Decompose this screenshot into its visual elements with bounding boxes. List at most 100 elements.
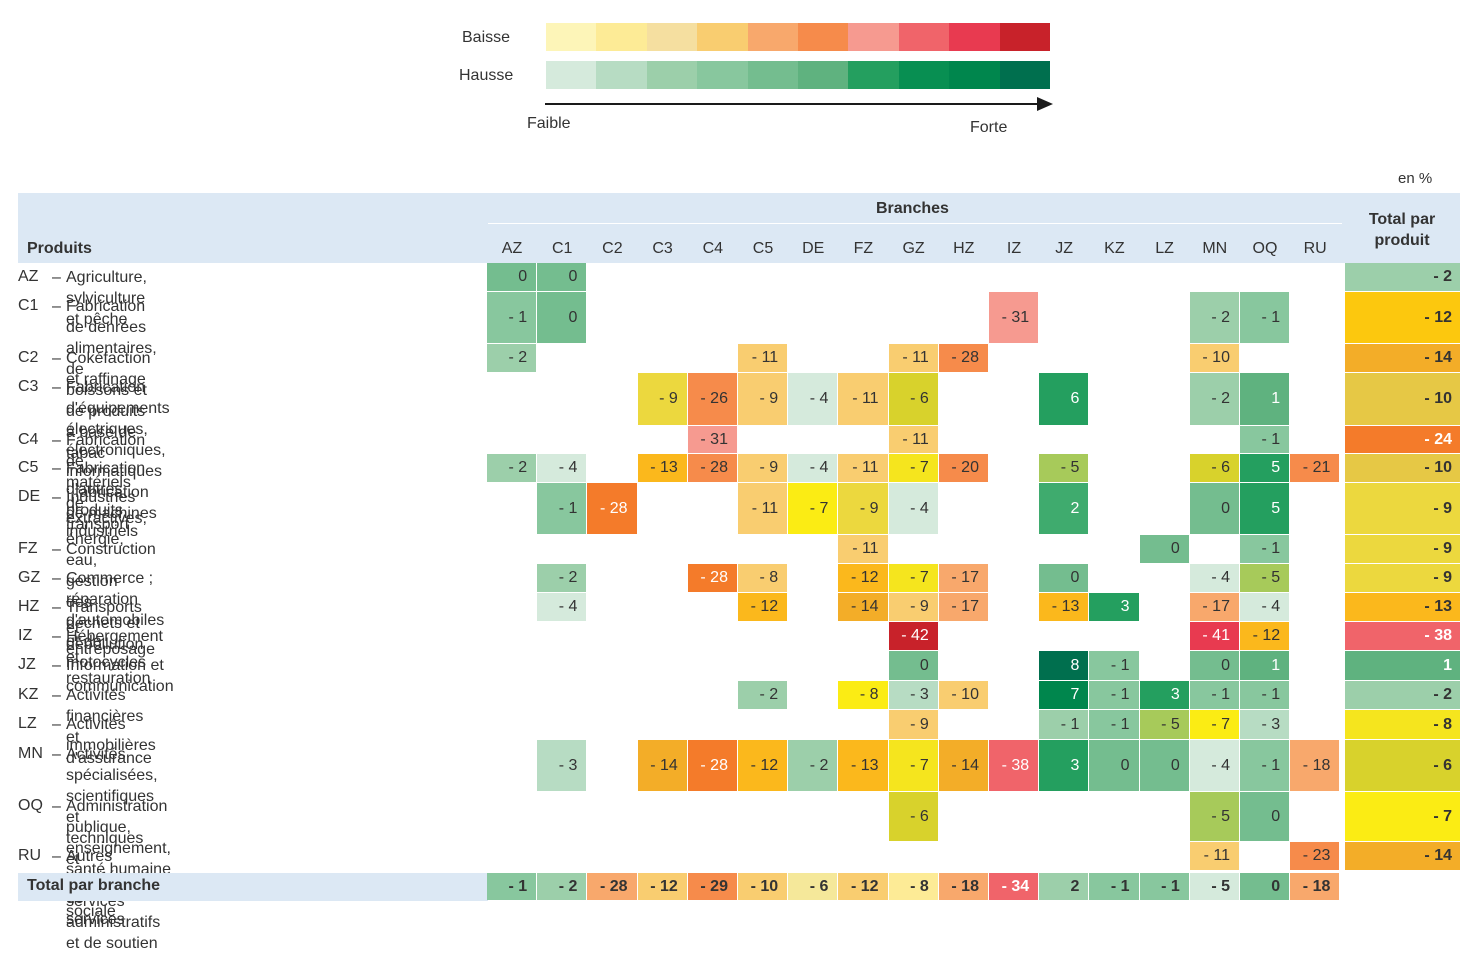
total-produit-cell-c1: - 12 bbox=[1345, 292, 1460, 343]
total-produit-cell-oq: - 7 bbox=[1345, 792, 1460, 841]
column-header-jz: JZ bbox=[1055, 240, 1074, 257]
heatmap-cell-kz-lz: 3 bbox=[1139, 681, 1189, 709]
heatmap-cell-c5-c5: - 9 bbox=[738, 454, 788, 482]
column-header-kz: KZ bbox=[1104, 240, 1125, 257]
row-label-text: Cokéfaction et raffinage bbox=[66, 350, 151, 388]
legend-swatch bbox=[546, 61, 597, 89]
row-code-az: AZ bbox=[18, 268, 39, 285]
total-branche-cell-c1: - 2 bbox=[537, 873, 587, 900]
heatmap-cell-kz-c5: - 2 bbox=[738, 681, 788, 709]
row-code-c1: C1 bbox=[18, 297, 39, 314]
heatmap-cell-gz-hz: - 17 bbox=[938, 564, 988, 592]
heatmap-cell-gz-c5: - 8 bbox=[738, 564, 788, 592]
heatmap-cell-mn-gz: - 7 bbox=[888, 740, 938, 791]
row-code-kz: KZ bbox=[18, 686, 39, 703]
total-branche-cell-mn: - 5 bbox=[1189, 873, 1239, 900]
column-header-mn: MN bbox=[1202, 240, 1228, 257]
row-label-text: Information et communication bbox=[66, 657, 174, 695]
legend-hausse-label: Hausse bbox=[459, 67, 514, 84]
row-label-dash: – bbox=[52, 489, 61, 506]
total-branche-cell-gz: - 8 bbox=[888, 873, 938, 900]
total-produit-cell-jz: 1 bbox=[1345, 651, 1460, 680]
heatmap-cell-hz-jz: - 13 bbox=[1039, 593, 1089, 621]
row-label-text: Hébergement et restauration bbox=[66, 628, 163, 687]
legend-swatch bbox=[747, 61, 798, 89]
row-label-dash: – bbox=[52, 269, 61, 286]
heatmap-cell-gz-fz: - 12 bbox=[838, 564, 888, 592]
heatmap-cell-hz-c5: - 12 bbox=[738, 593, 788, 621]
row-label-dash: – bbox=[52, 298, 61, 315]
column-header-iz: IZ bbox=[1006, 240, 1022, 257]
heatmap-cell-mn-kz: 0 bbox=[1089, 740, 1139, 791]
heatmap-cell-c5-de: - 4 bbox=[788, 454, 838, 482]
total-branche-cell-de: - 6 bbox=[788, 873, 838, 900]
heatmap-cell-mn-c4: - 28 bbox=[687, 740, 737, 791]
heatmap-cell-jz-mn: 0 bbox=[1189, 651, 1239, 680]
row-code-de: DE bbox=[18, 488, 41, 505]
row-label-dash: – bbox=[52, 432, 61, 449]
heatmap-cell-ru-mn: - 11 bbox=[1189, 842, 1239, 870]
row-label-dash: – bbox=[52, 460, 61, 477]
total-produit-cell-kz: - 2 bbox=[1345, 681, 1460, 709]
total-branche-cell-ru: - 18 bbox=[1290, 873, 1340, 900]
heatmap-cell-c3-c5: - 9 bbox=[738, 373, 788, 425]
legend-swatch bbox=[596, 61, 647, 89]
total-branche-cell-lz: - 1 bbox=[1139, 873, 1189, 900]
column-header-c2: C2 bbox=[602, 240, 623, 257]
heatmap-cell-c5-c4: - 28 bbox=[687, 454, 737, 482]
heatmap-cell-lz-jz: - 1 bbox=[1039, 710, 1089, 739]
row-label-text: Transports et entreposage bbox=[66, 599, 155, 658]
total-branche-cell-oq: 0 bbox=[1240, 873, 1290, 900]
row-code-mn: MN bbox=[18, 745, 43, 762]
total-produit-cell-c5: - 10 bbox=[1345, 454, 1460, 482]
heatmap-cell-lz-oq: - 3 bbox=[1240, 710, 1290, 739]
column-header-de: DE bbox=[802, 240, 825, 257]
legend-arrow bbox=[545, 97, 1053, 111]
heatmap-cell-c2-hz: - 28 bbox=[938, 344, 988, 372]
row-label-text: Construction bbox=[66, 541, 156, 558]
legend-swatch bbox=[798, 61, 849, 89]
total-produit-cell-c2: - 14 bbox=[1345, 344, 1460, 372]
total-branche-cell-az: - 1 bbox=[487, 873, 537, 900]
heatmap-cell-mn-oq: - 1 bbox=[1240, 740, 1290, 791]
row-label-dash: – bbox=[52, 599, 61, 616]
column-header-az: AZ bbox=[501, 240, 523, 257]
heatmap-cell-c3-gz: - 6 bbox=[888, 373, 938, 425]
heatmap-cell-hz-c1: - 4 bbox=[537, 593, 587, 621]
total-produit-cell-gz: - 9 bbox=[1345, 564, 1460, 592]
total-branche-cell-c5: - 10 bbox=[738, 873, 788, 900]
heatmap-cell-kz-hz: - 10 bbox=[938, 681, 988, 709]
row-label-dash: – bbox=[52, 379, 61, 396]
legend-swatch bbox=[747, 23, 798, 51]
total-produit-cell-mn: - 6 bbox=[1345, 740, 1460, 791]
heatmap-cell-oq-gz: - 6 bbox=[888, 792, 938, 841]
heatmap-cell-c5-c1: - 4 bbox=[537, 454, 587, 482]
heatmap-cell-hz-oq: - 4 bbox=[1240, 593, 1290, 621]
legend-swatch bbox=[646, 23, 698, 51]
column-header-gz: GZ bbox=[902, 240, 925, 257]
heatmap-cell-de-c1: - 1 bbox=[537, 483, 587, 534]
row-label-dash: – bbox=[52, 541, 61, 558]
legend-baisse-label: Baisse bbox=[462, 29, 511, 46]
heatmap-cell-kz-gz: - 3 bbox=[888, 681, 938, 709]
row-label-dash: – bbox=[52, 848, 61, 865]
heatmap-cell-c3-fz: - 11 bbox=[838, 373, 888, 425]
heatmap-chart: Baisse Hausse Faible Forte en % Produits… bbox=[18, 23, 1460, 952]
heatmap-cell-de-fz: - 9 bbox=[838, 483, 888, 534]
heatmap-cell-c5-fz: - 11 bbox=[838, 454, 888, 482]
heatmap-cell-jz-gz: 0 bbox=[888, 651, 938, 680]
heatmap-cell-c2-c5: - 11 bbox=[738, 344, 788, 372]
heatmap-cell-c2-gz: - 11 bbox=[888, 344, 938, 372]
heatmap-cell-oq-mn: - 5 bbox=[1189, 792, 1239, 841]
heatmap-cell-gz-c1: - 2 bbox=[537, 564, 587, 592]
total-produit-cell-hz: - 13 bbox=[1345, 593, 1460, 621]
branches-header: Branches bbox=[876, 200, 949, 217]
total-branche-cell-kz: - 1 bbox=[1089, 873, 1139, 900]
heatmap-cell-hz-hz: - 17 bbox=[938, 593, 988, 621]
heatmap-cell-c4-gz: - 11 bbox=[888, 426, 938, 453]
total-produit-cell-c4: - 24 bbox=[1345, 426, 1460, 453]
heatmap-cell-kz-oq: - 1 bbox=[1240, 681, 1290, 709]
legend-high-label: Forte bbox=[970, 119, 1008, 136]
heatmap-cell-de-de: - 7 bbox=[788, 483, 838, 534]
total-produit-cell-de: - 9 bbox=[1345, 483, 1460, 534]
